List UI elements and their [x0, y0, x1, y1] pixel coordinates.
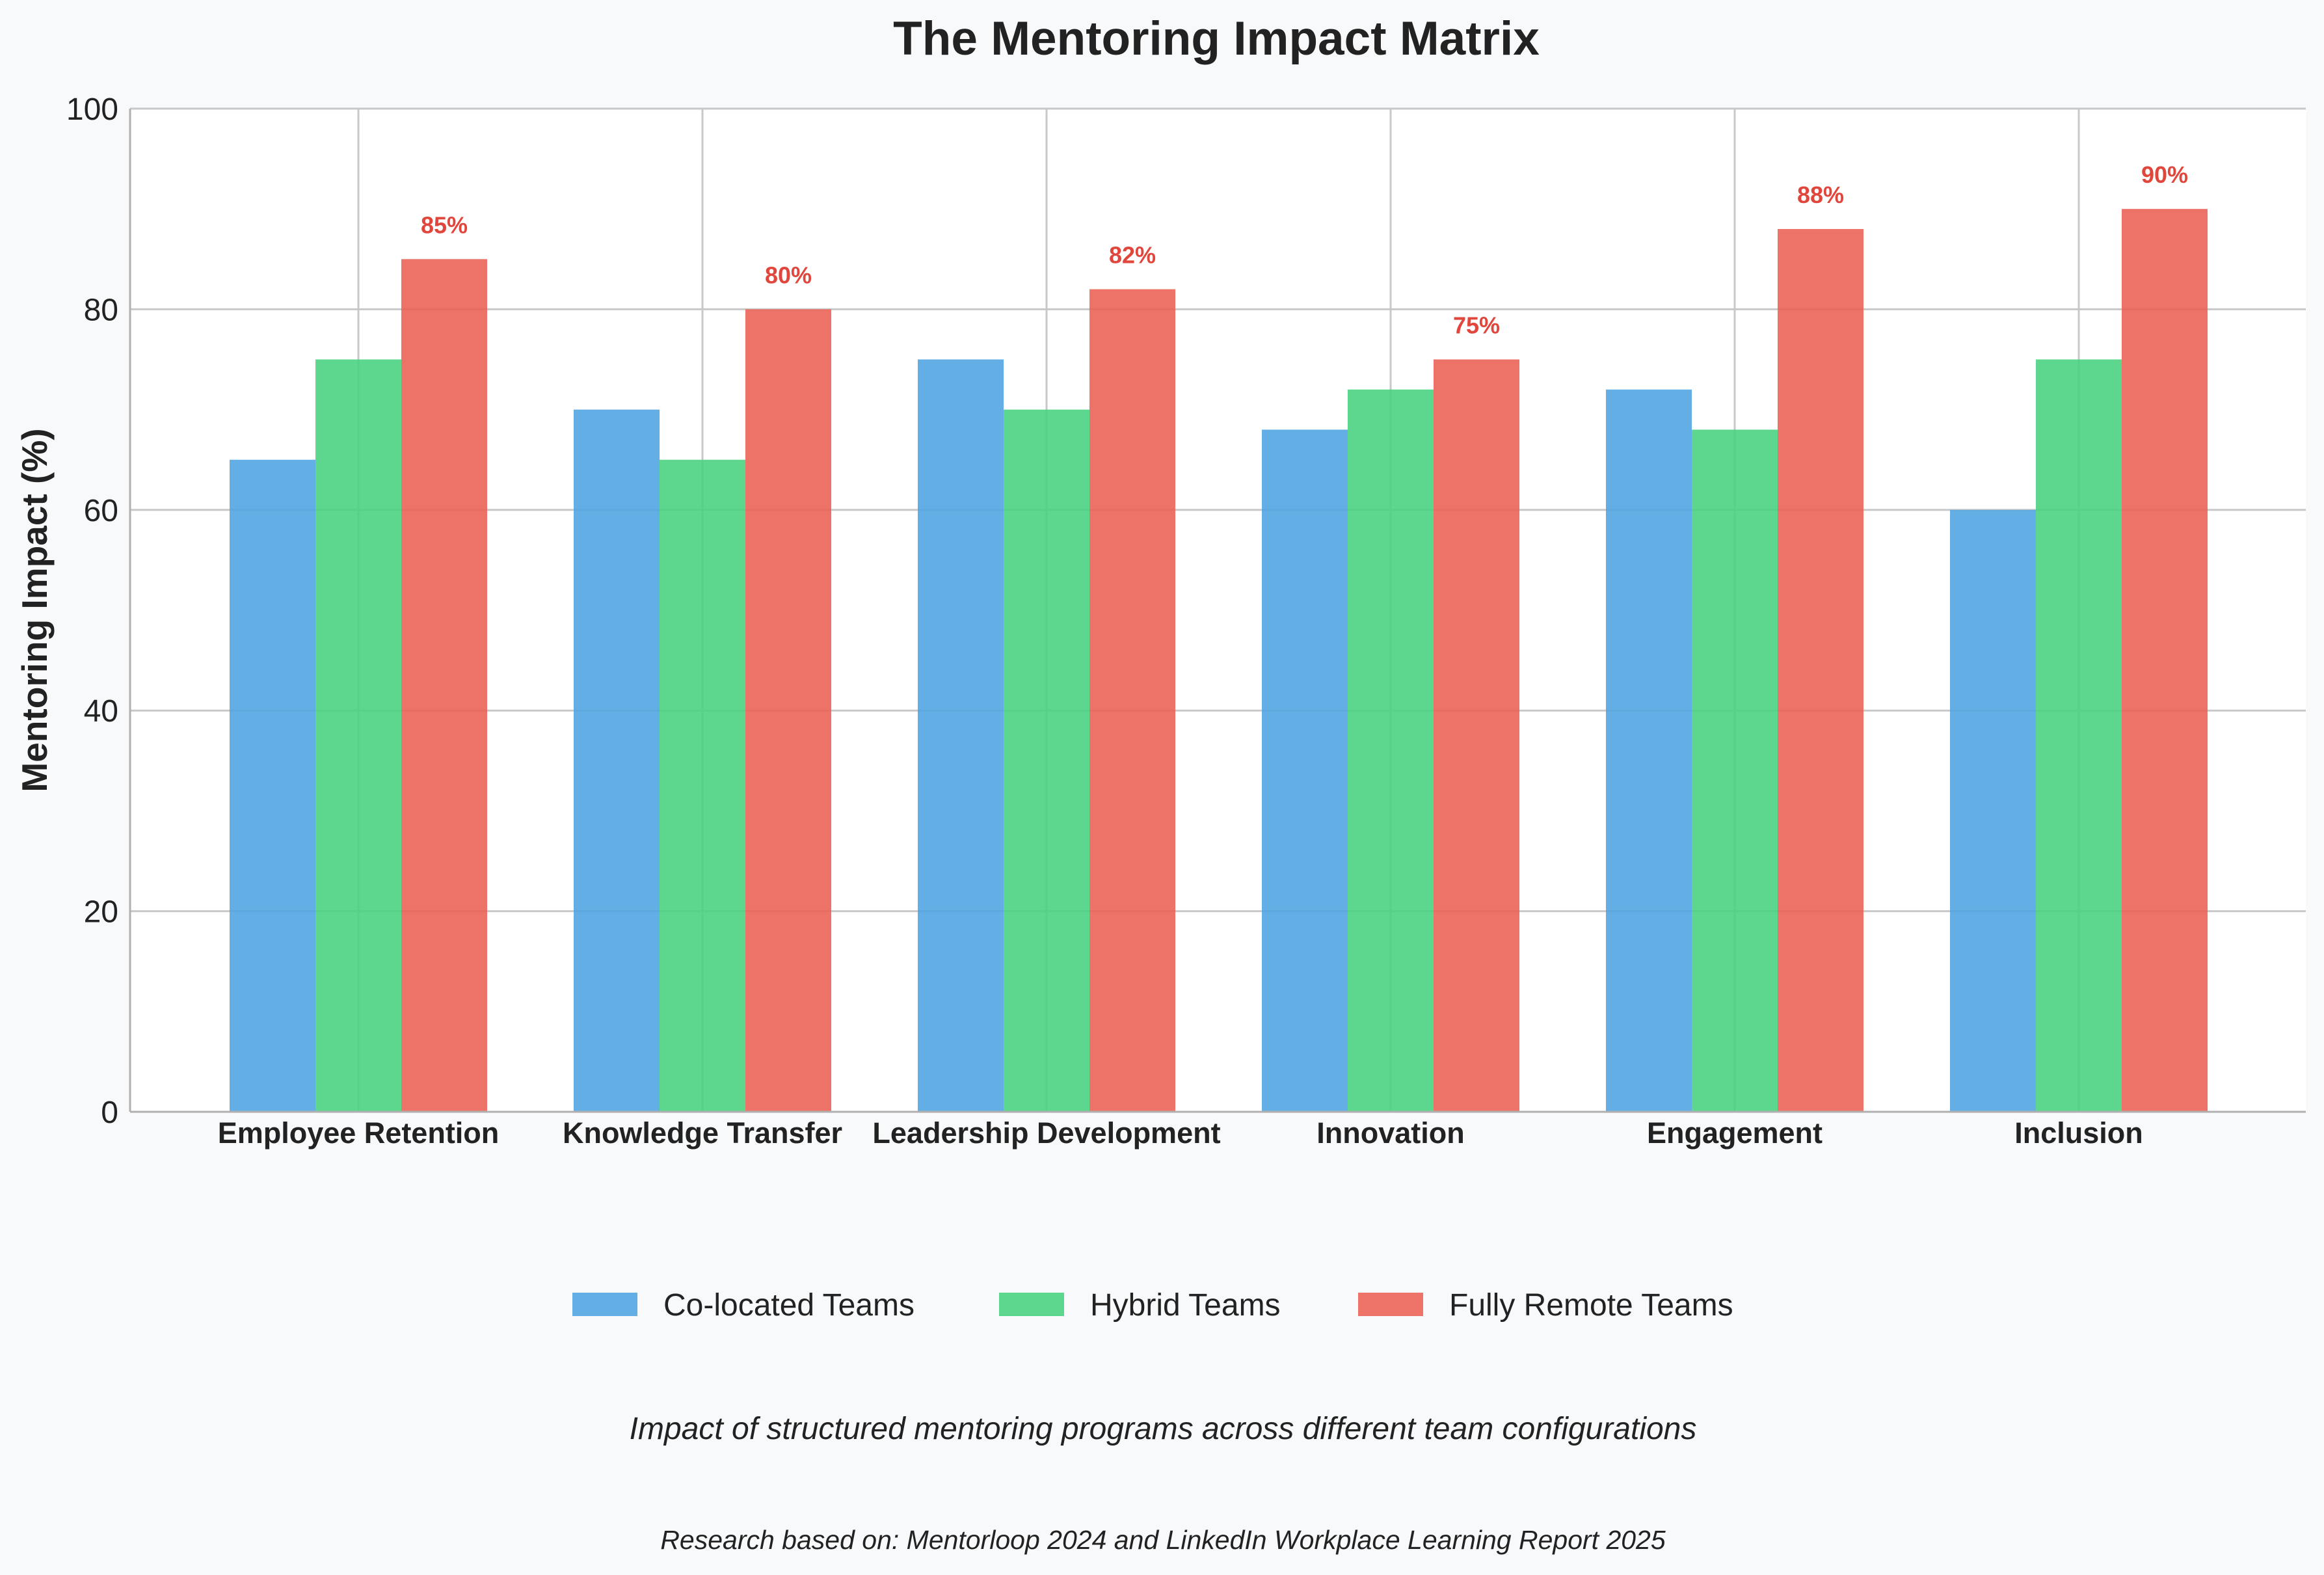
x-tick-label: Knowledge Transfer	[563, 1116, 842, 1150]
data-label: 90%	[2141, 161, 2188, 188]
chart-subtitle: Impact of structured mentoring programs …	[630, 1412, 1697, 1446]
bar-hybrid-teams	[2036, 359, 2122, 1112]
x-tick-label: Engagement	[1647, 1116, 1823, 1150]
bar-fully-remote-teams	[1778, 229, 1863, 1112]
legend-swatch	[1358, 1293, 1423, 1316]
chart-title: The Mentoring Impact Matrix	[893, 12, 1540, 65]
bar-hybrid-teams	[315, 359, 401, 1112]
bar-hybrid-teams	[1348, 389, 1434, 1112]
bar-fully-remote-teams	[1434, 359, 1519, 1112]
bar-fully-remote-teams	[1089, 289, 1175, 1112]
source-note: Research based on: Mentorloop 2024 and L…	[660, 1525, 1666, 1555]
bar-co-located-teams	[1950, 509, 2036, 1112]
legend-label: Hybrid Teams	[1090, 1288, 1281, 1323]
bar-hybrid-teams	[1004, 409, 1089, 1112]
data-label: 85%	[421, 211, 468, 238]
data-label: 88%	[1797, 182, 1844, 208]
x-tick-label: Employee Retention	[218, 1116, 500, 1150]
y-tick-label: 40	[84, 694, 118, 729]
legend-item: Co-located Teams	[572, 1288, 915, 1323]
bar-co-located-teams	[1606, 389, 1692, 1112]
y-tick-label: 80	[84, 293, 118, 327]
bar-co-located-teams	[1262, 429, 1348, 1112]
bar-co-located-teams	[918, 359, 1004, 1112]
x-tick-labels: Employee Retention Knowledge Transfer Lead…	[218, 1116, 2143, 1150]
legend: Co-located Teams Hybrid Teams Fully Remote…	[572, 1288, 1733, 1323]
y-axis-label: Mentoring Impact (%)	[14, 428, 55, 792]
legend-swatch	[999, 1293, 1064, 1316]
legend-item: Hybrid Teams	[999, 1288, 1281, 1323]
data-label: 82%	[1109, 242, 1156, 269]
data-labels: 85% 80% 82% 75% 88% 90%	[421, 161, 2188, 338]
bar-hybrid-teams	[660, 459, 745, 1112]
y-tick-label: 0	[101, 1096, 118, 1130]
bar-fully-remote-teams	[745, 309, 831, 1112]
bar-co-located-teams	[574, 409, 660, 1112]
legend-label: Co-located Teams	[663, 1288, 915, 1323]
y-tick-label: 20	[84, 895, 118, 930]
legend-item: Fully Remote Teams	[1358, 1288, 1733, 1323]
y-tick-labels: 0 20 40 60 80 100	[66, 92, 118, 1130]
y-tick-label: 100	[66, 92, 118, 127]
x-tick-label: Innovation	[1316, 1116, 1464, 1150]
legend-swatch	[572, 1293, 637, 1316]
legend-label: Fully Remote Teams	[1449, 1288, 1733, 1323]
y-tick-label: 60	[84, 494, 118, 528]
bar-co-located-teams	[230, 459, 315, 1112]
axes	[129, 109, 2306, 1113]
bar-fully-remote-teams	[2122, 209, 2208, 1112]
x-tick-label: Leadership Development	[872, 1116, 1220, 1150]
bar-fully-remote-teams	[401, 259, 487, 1112]
data-label: 80%	[765, 262, 812, 288]
data-label: 75%	[1453, 312, 1500, 339]
bars	[230, 209, 2208, 1112]
plot-area	[130, 109, 2306, 1112]
bar-hybrid-teams	[1692, 429, 1778, 1112]
x-tick-label: Inclusion	[2014, 1116, 2143, 1150]
